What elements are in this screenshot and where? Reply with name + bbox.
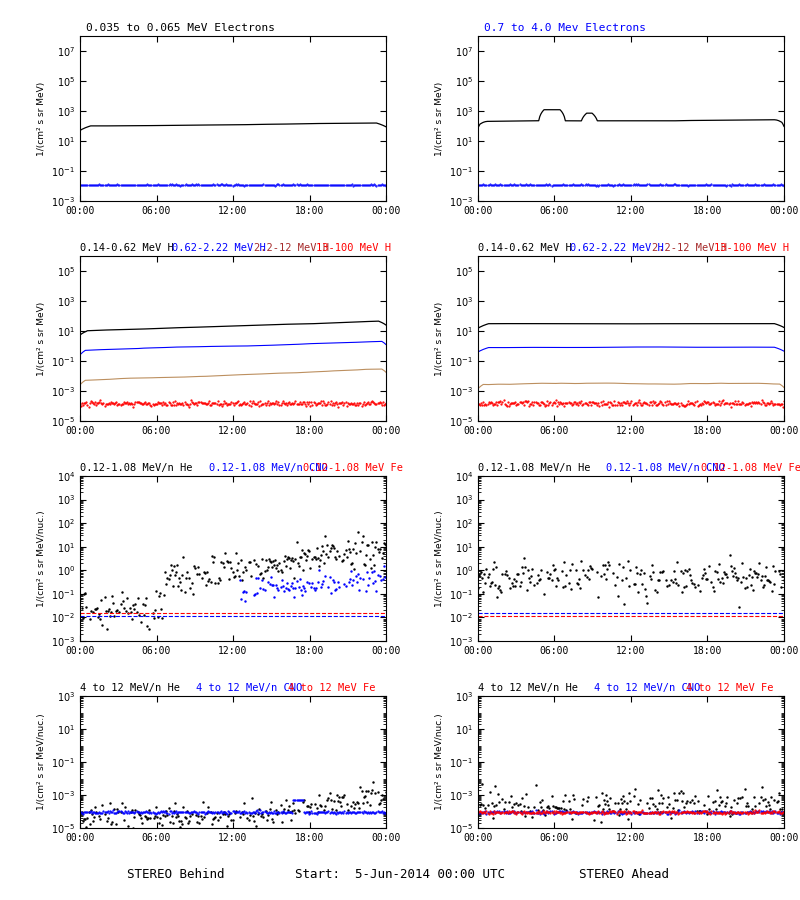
- Text: 2.2-12 MeV H: 2.2-12 MeV H: [652, 243, 727, 253]
- Y-axis label: 1/(cm² s sr MeV): 1/(cm² s sr MeV): [37, 302, 46, 375]
- Y-axis label: 1/(cm² s sr MeV): 1/(cm² s sr MeV): [37, 81, 46, 156]
- Y-axis label: 1/(cm² s sr MeV/nuc.): 1/(cm² s sr MeV/nuc.): [434, 510, 443, 607]
- Text: 0.12-1.08 MeV/n CNO: 0.12-1.08 MeV/n CNO: [606, 463, 726, 473]
- Text: 0.12-1.08 MeV Fe: 0.12-1.08 MeV Fe: [702, 463, 800, 473]
- Text: 0.14-0.62 MeV H: 0.14-0.62 MeV H: [80, 243, 174, 253]
- Text: 0.12-1.08 MeV/n He: 0.12-1.08 MeV/n He: [478, 463, 590, 473]
- Text: 0.62-2.22 MeV H: 0.62-2.22 MeV H: [172, 243, 266, 253]
- Text: 13-100 MeV H: 13-100 MeV H: [714, 243, 789, 253]
- Y-axis label: 1/(cm² s sr MeV): 1/(cm² s sr MeV): [434, 81, 443, 156]
- Text: 0.62-2.22 MeV H: 0.62-2.22 MeV H: [570, 243, 663, 253]
- Text: 0.7 to 4.0 Mev Electrons: 0.7 to 4.0 Mev Electrons: [484, 22, 646, 32]
- Text: Start:  5-Jun-2014 00:00 UTC: Start: 5-Jun-2014 00:00 UTC: [295, 868, 505, 880]
- Y-axis label: 1/(cm² s sr MeV/nuc.): 1/(cm² s sr MeV/nuc.): [434, 714, 443, 810]
- Y-axis label: 1/(cm² s sr MeV): 1/(cm² s sr MeV): [434, 302, 443, 375]
- Text: 4 to 12 MeV Fe: 4 to 12 MeV Fe: [288, 683, 376, 693]
- Text: 13-100 MeV H: 13-100 MeV H: [316, 243, 390, 253]
- Text: 4 to 12 MeV/n CNO: 4 to 12 MeV/n CNO: [196, 683, 302, 693]
- Text: 4 to 12 MeV/n He: 4 to 12 MeV/n He: [80, 683, 180, 693]
- Text: 4 to 12 MeV/n He: 4 to 12 MeV/n He: [478, 683, 578, 693]
- Text: 4 to 12 MeV/n CNO: 4 to 12 MeV/n CNO: [594, 683, 701, 693]
- Text: 0.12-1.08 MeV/n He: 0.12-1.08 MeV/n He: [80, 463, 193, 473]
- Y-axis label: 1/(cm² s sr MeV/nuc.): 1/(cm² s sr MeV/nuc.): [37, 714, 46, 810]
- Y-axis label: 1/(cm² s sr MeV/nuc.): 1/(cm² s sr MeV/nuc.): [37, 510, 46, 607]
- Text: 4 to 12 MeV Fe: 4 to 12 MeV Fe: [686, 683, 774, 693]
- Text: 0.12-1.08 MeV Fe: 0.12-1.08 MeV Fe: [303, 463, 403, 473]
- Text: STEREO Behind: STEREO Behind: [127, 868, 225, 880]
- Text: 0.12-1.08 MeV/n CNO: 0.12-1.08 MeV/n CNO: [209, 463, 327, 473]
- Text: 2.2-12 MeV H: 2.2-12 MeV H: [254, 243, 330, 253]
- Text: 0.035 to 0.065 MeV Electrons: 0.035 to 0.065 MeV Electrons: [86, 22, 275, 32]
- Text: 0.14-0.62 MeV H: 0.14-0.62 MeV H: [478, 243, 572, 253]
- Text: STEREO Ahead: STEREO Ahead: [579, 868, 669, 880]
